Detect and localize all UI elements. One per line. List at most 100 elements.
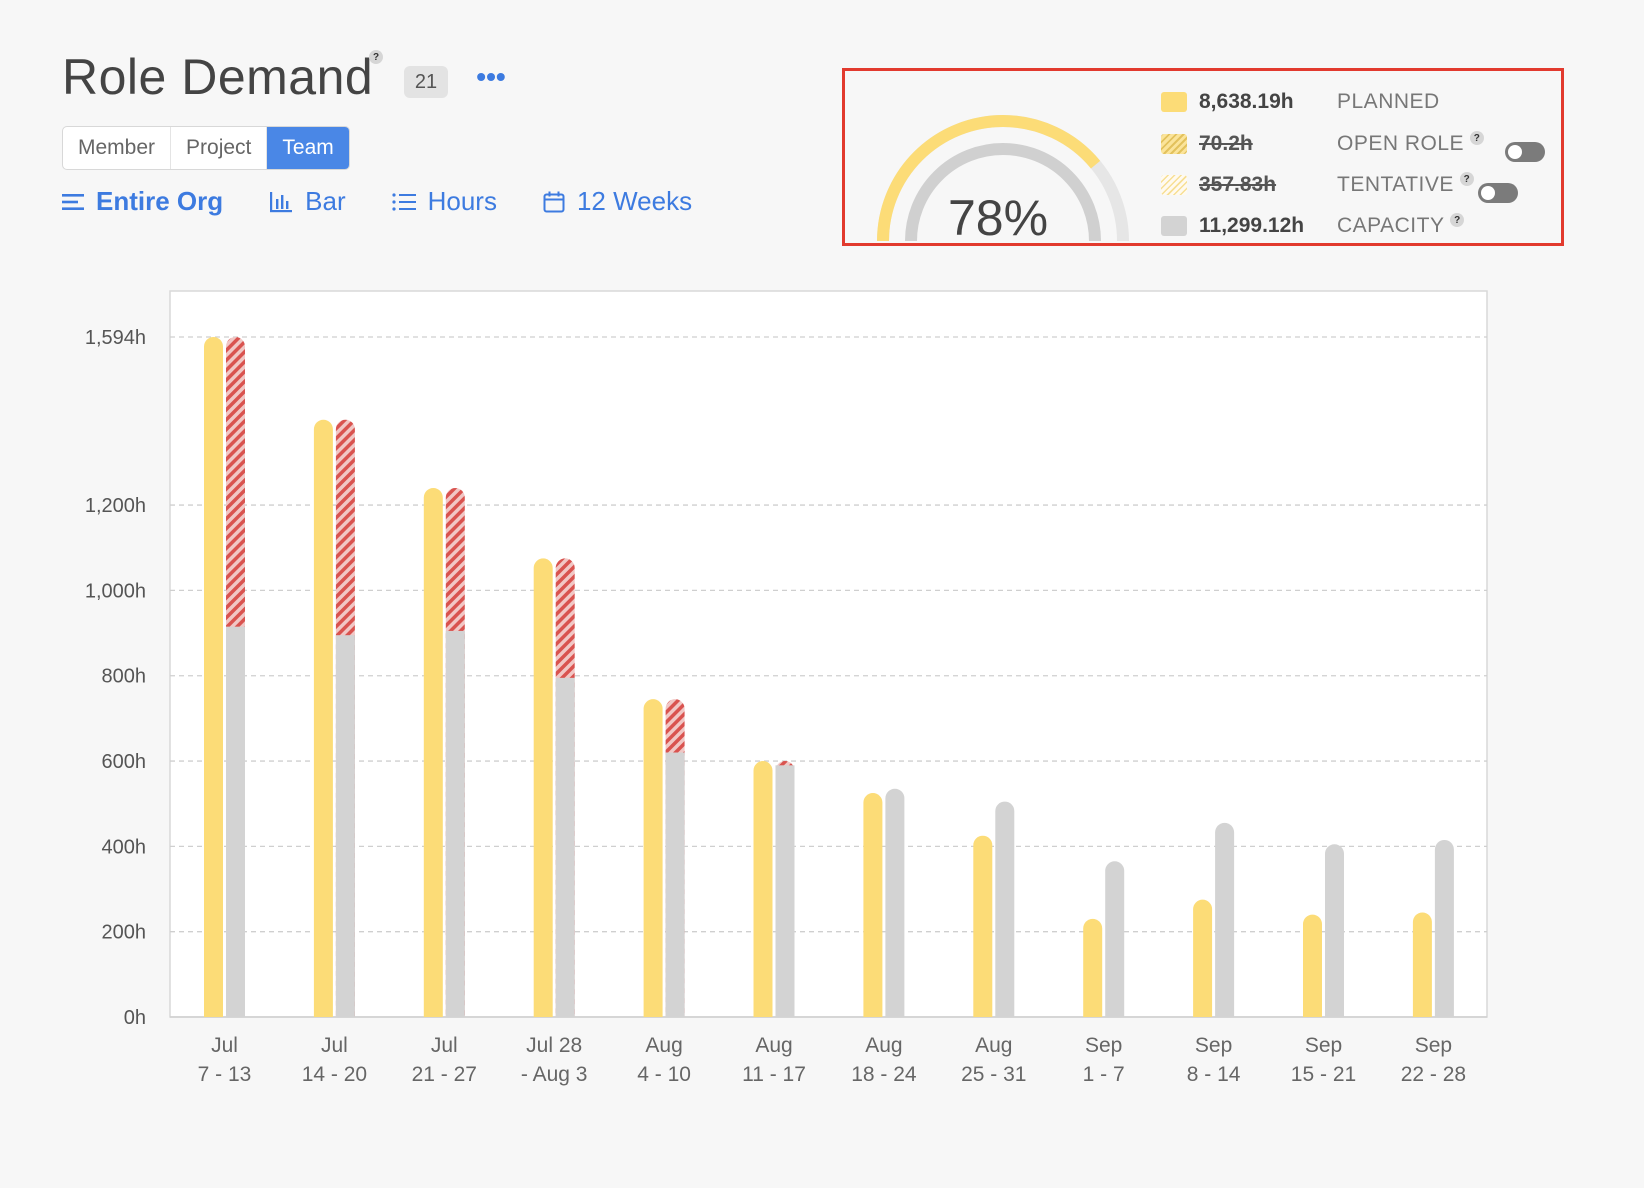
view-member-button[interactable]: Member <box>63 127 172 169</box>
capacity-bar <box>555 677 575 1017</box>
x-tick-label: Jul <box>431 1034 458 1057</box>
scope-filter[interactable]: Entire Org <box>62 186 223 217</box>
x-tick-label: Sep <box>1415 1034 1452 1057</box>
plot-area <box>169 290 1488 1018</box>
x-tick-label: Aug <box>975 1034 1012 1057</box>
capacity-help-icon[interactable]: ? <box>1450 213 1465 227</box>
x-tick-sublabel: 1 - 7 <box>1083 1063 1125 1086</box>
capacity-bar <box>335 635 355 1017</box>
x-tick-label: Aug <box>865 1034 902 1057</box>
capacity-bar <box>226 626 245 1017</box>
range-filter[interactable]: 12 Weeks <box>543 186 692 217</box>
x-tick-label: Jul <box>321 1034 348 1057</box>
x-tick-sublabel: 15 - 21 <box>1291 1063 1356 1086</box>
y-tick-label: 1,200h <box>85 495 146 517</box>
capacity-label: CAPACITY <box>1337 214 1445 237</box>
planned-bar <box>1193 899 1213 1017</box>
y-tick-label: 800h <box>102 666 147 688</box>
planned-bar <box>533 558 553 1017</box>
x-tick-label: Jul <box>211 1034 238 1057</box>
x-tick-sublabel: 22 - 28 <box>1401 1063 1466 1086</box>
open-role-swatch <box>1161 134 1187 154</box>
planned-bar <box>1412 912 1432 1017</box>
bar-chart-icon <box>270 191 293 212</box>
tentative-swatch <box>1161 175 1187 195</box>
open-role-label: OPEN ROLE <box>1337 132 1465 155</box>
capacity-bar <box>1105 861 1125 1017</box>
chart-type-filter[interactable]: Bar <box>269 186 346 217</box>
y-tick-label: 600h <box>102 751 147 773</box>
x-tick-label: Sep <box>1085 1034 1122 1057</box>
x-tick-label: Aug <box>755 1034 792 1057</box>
planned-swatch <box>1161 92 1187 112</box>
open-role-help-icon[interactable]: ? <box>1470 131 1485 145</box>
range-label: 12 Weeks <box>576 186 693 216</box>
utilization-gauge <box>877 115 1129 242</box>
x-tick-sublabel: 4 - 10 <box>637 1063 691 1086</box>
planned-bar <box>863 793 883 1017</box>
tentative-help-icon[interactable]: ? <box>1459 172 1474 186</box>
more-options-button[interactable]: ••• <box>476 61 506 92</box>
planned-bar <box>313 419 333 1017</box>
x-tick-sublabel: 8 - 14 <box>1187 1063 1241 1086</box>
legend-open-role: 70.2h OPEN ROLE? <box>1161 129 1485 159</box>
capacity-bar <box>445 630 465 1017</box>
capacity-bar <box>1325 844 1344 1017</box>
view-toggle: Member Project Team <box>62 126 350 170</box>
x-tick-label: Jul 28 <box>526 1034 582 1057</box>
tentative-label: TENTATIVE <box>1337 173 1454 196</box>
view-team-button[interactable]: Team <box>267 127 349 169</box>
unit-filter[interactable]: Hours <box>392 186 497 217</box>
x-tick-sublabel: 21 - 27 <box>412 1063 477 1086</box>
planned-label: PLANNED <box>1337 90 1440 113</box>
x-tick-sublabel: 18 - 24 <box>851 1063 917 1086</box>
capacity-bar <box>1434 839 1454 1017</box>
planned-bar <box>1083 918 1103 1017</box>
utilization-percent: 78% <box>947 190 1049 246</box>
capacity-value: 11,299.12h <box>1199 214 1305 237</box>
bulleted-list-icon <box>392 192 416 211</box>
legend-planned: 8,638.19h PLANNED <box>1161 87 1440 117</box>
capacity-bar <box>995 801 1015 1017</box>
page-title: Role Demand <box>62 49 374 105</box>
planned-bar <box>753 761 773 1017</box>
filter-bar: Entire Org Bar Hours 12 Weeks <box>62 186 738 217</box>
open-role-toggle[interactable] <box>1505 142 1545 162</box>
x-tick-label: Sep <box>1195 1034 1232 1057</box>
tentative-toggle[interactable] <box>1478 183 1518 203</box>
tentative-value: 357.83h <box>1199 173 1277 196</box>
chart-type-label: Bar <box>305 186 346 216</box>
capacity-swatch <box>1161 216 1187 236</box>
planned-bar <box>973 835 993 1017</box>
legend-capacity: 11,299.12h CAPACITY? <box>1161 211 1465 241</box>
y-tick-label: 1,594h <box>85 327 146 349</box>
x-tick-label: Sep <box>1305 1034 1342 1057</box>
x-tick-label: Aug <box>645 1034 682 1057</box>
planned-bar <box>1303 914 1322 1017</box>
y-tick-label: 0h <box>124 1007 146 1029</box>
capacity-bar <box>665 752 685 1017</box>
x-tick-sublabel: - Aug 3 <box>521 1063 588 1086</box>
x-tick-sublabel: 25 - 31 <box>961 1063 1026 1086</box>
summary-panel: 78% 8,638.19h PLANNED 70.2h OPEN ROLE? 3… <box>842 68 1564 246</box>
tentative-label-wrap: TENTATIVE? <box>1337 172 1474 197</box>
capacity-bar <box>775 765 795 1017</box>
calendar-icon <box>543 191 565 212</box>
capacity-bar <box>885 788 905 1017</box>
legend-tentative: 357.83h TENTATIVE? <box>1161 170 1474 200</box>
open-role-value: 70.2h <box>1199 132 1253 155</box>
y-tick-label: 400h <box>102 836 147 858</box>
planned-bar <box>423 488 443 1017</box>
view-project-button[interactable]: Project <box>171 127 268 169</box>
x-tick-sublabel: 14 - 20 <box>302 1063 367 1086</box>
list-icon <box>62 193 84 210</box>
planned-bar <box>204 337 223 1018</box>
x-tick-sublabel: 11 - 17 <box>742 1063 806 1086</box>
x-tick-sublabel: 7 - 13 <box>198 1063 252 1086</box>
capacity-label-wrap: CAPACITY? <box>1337 213 1465 238</box>
count-badge: 21 <box>404 66 448 98</box>
help-icon[interactable]: ? <box>369 50 383 64</box>
y-tick-label: 1,000h <box>85 580 146 602</box>
open-role-label-wrap: OPEN ROLE? <box>1337 131 1485 156</box>
capacity-bar <box>1215 822 1235 1017</box>
